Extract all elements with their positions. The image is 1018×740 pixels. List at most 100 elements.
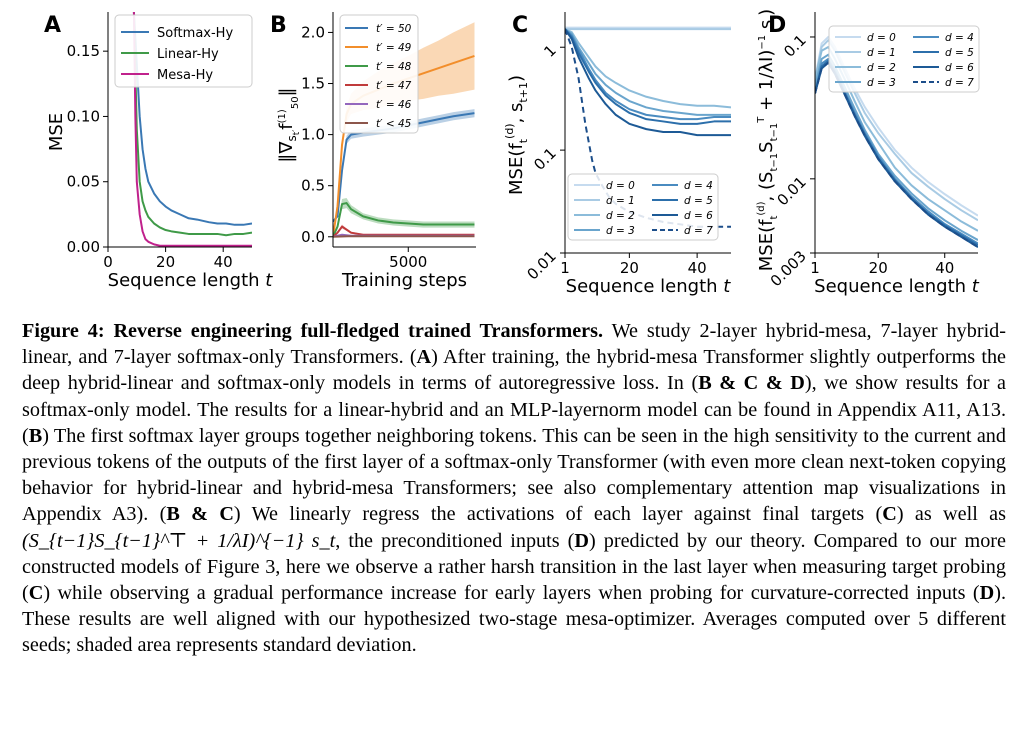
axis-label: MSE(ft(d), (St−1St−1T + 1/λI)−1 st) — [756, 9, 780, 271]
legend-label: t′ < 45 — [376, 118, 412, 130]
legend-label: d = 4 — [945, 32, 974, 44]
legend-label: d = 1 — [867, 47, 896, 59]
caption-text: ) We linearly regress the activations of… — [233, 503, 883, 526]
legend-label: Linear-Hy — [157, 47, 219, 62]
y-tick-label: 1 — [540, 41, 559, 60]
y-tick-label: 0.00 — [67, 238, 100, 256]
legend-label: d = 0 — [867, 32, 896, 44]
caption-text: ) The first softmax layer groups togethe… — [22, 424, 1006, 526]
axis-label-part: , (S — [756, 172, 777, 202]
panel-a: A 0 20 40 0.00 0.05 0.10 0.15 Sequence length t M… — [44, 12, 273, 291]
y-tick-label: 0.0 — [301, 228, 325, 246]
axis-label-part: s — [756, 20, 777, 35]
figure-caption: Figure 4: Reverse engineering full-fledg… — [22, 318, 1006, 659]
caption-ref: B — [28, 424, 43, 447]
legend-box — [114, 14, 253, 88]
series-band — [333, 197, 475, 237]
x-tick-label: 20 — [156, 253, 175, 271]
legend-box — [567, 173, 719, 241]
y-tick-label: 0.10 — [67, 107, 100, 125]
series-band — [333, 22, 475, 237]
x-tick-label: 20 — [869, 259, 888, 277]
panel-letter: C — [512, 13, 528, 38]
axis-label-part: MSE( — [756, 226, 777, 271]
legend-label: Softmax-Hy — [157, 26, 233, 41]
series-line — [132, 12, 252, 237]
x-axis-label: Training steps — [341, 270, 467, 291]
axis-label-part: t — [517, 138, 530, 143]
x-tick-label: 0 — [103, 253, 113, 271]
axis-label-part: f — [756, 219, 777, 226]
y-tick-label: 0.01 — [523, 247, 559, 283]
panel-letter: A — [44, 13, 61, 38]
series-line — [565, 28, 731, 116]
axis-label-part: , s — [506, 103, 527, 124]
x-tick-label: 5000 — [389, 253, 427, 271]
legend-label: d = 7 — [684, 225, 713, 237]
legend-box — [828, 25, 980, 93]
legend-label: d = 4 — [684, 180, 713, 192]
legend-label: t′ = 47 — [376, 80, 412, 92]
axis-label-part: f — [276, 123, 297, 130]
x-axis-label-text: Sequence length — [814, 276, 972, 297]
caption-text: , the preconditioned inputs ( — [335, 529, 575, 552]
series-line — [333, 235, 475, 238]
caption-ref: A — [416, 346, 432, 369]
axis-label-part: t — [769, 216, 780, 220]
series-line — [815, 61, 978, 248]
x-tick-label: 40 — [214, 253, 233, 271]
axis-label-part: s — [285, 135, 299, 141]
legend-label: d = 1 — [606, 195, 635, 207]
caption-text: ). These results are well aligned with o… — [22, 582, 1006, 657]
series-line — [565, 28, 731, 109]
series-line — [565, 28, 731, 121]
axis-label-part: ‖ — [276, 87, 297, 96]
caption-text: We study 2-layer hybrid-mesa, 7-layer hy… — [22, 320, 1006, 369]
x-tick-label: 40 — [935, 259, 954, 277]
caption-ref: B & C — [166, 503, 234, 526]
legend-label: t′ = 50 — [376, 23, 412, 35]
legend-label: d = 0 — [606, 180, 635, 192]
x-axis-label-text: Sequence length — [108, 270, 266, 291]
series-line — [333, 225, 475, 238]
x-axis-label: Sequence length t — [566, 276, 732, 297]
series-line — [132, 12, 252, 247]
caption-text: ) while observing a gradual performance … — [43, 582, 980, 605]
legend-label: d = 5 — [945, 47, 974, 59]
caption-ref: B & C & D — [698, 372, 805, 395]
legend-label: Mesa-Hy — [157, 68, 213, 83]
plot-area — [132, 12, 252, 247]
x-tick-label: 1 — [560, 259, 570, 277]
axis-label-part: t — [769, 16, 780, 20]
axis-label-part: f — [506, 143, 527, 150]
series-line — [565, 28, 731, 125]
axis-label-part: ‖∇ — [276, 141, 297, 163]
axis-label-part: −1 — [757, 35, 768, 50]
legend-label: d = 6 — [684, 210, 713, 222]
axis-label-part: ) — [756, 9, 777, 16]
panel-letter: D — [768, 13, 786, 38]
axis-label: ‖∇st′f(1)50‖ — [276, 87, 302, 162]
series-line — [333, 202, 475, 238]
legend-label: t′ = 48 — [376, 61, 412, 73]
caption-text: ) as well as — [896, 503, 1006, 526]
series-line — [132, 12, 252, 226]
caption-ref: C — [28, 582, 44, 605]
x-axis-label-var: t — [723, 276, 731, 297]
axis-label-part: MSE( — [506, 150, 527, 195]
x-axis-label-text: Sequence length — [566, 276, 724, 297]
y-tick-label: 2.0 — [301, 23, 325, 41]
axis-label-part: t′ — [292, 130, 302, 136]
y-tick-label: 0.15 — [67, 42, 100, 60]
plot-area — [333, 22, 475, 238]
axis-label-part: S — [756, 141, 777, 152]
legend-label: d = 7 — [945, 77, 974, 89]
caption-title: Reverse engineering full-fledged trained… — [113, 320, 604, 342]
legend-label: d = 3 — [606, 225, 635, 237]
legend-label: d = 5 — [684, 195, 713, 207]
axis-label-part: 50 — [290, 96, 301, 109]
panel-letter: B — [270, 13, 287, 38]
